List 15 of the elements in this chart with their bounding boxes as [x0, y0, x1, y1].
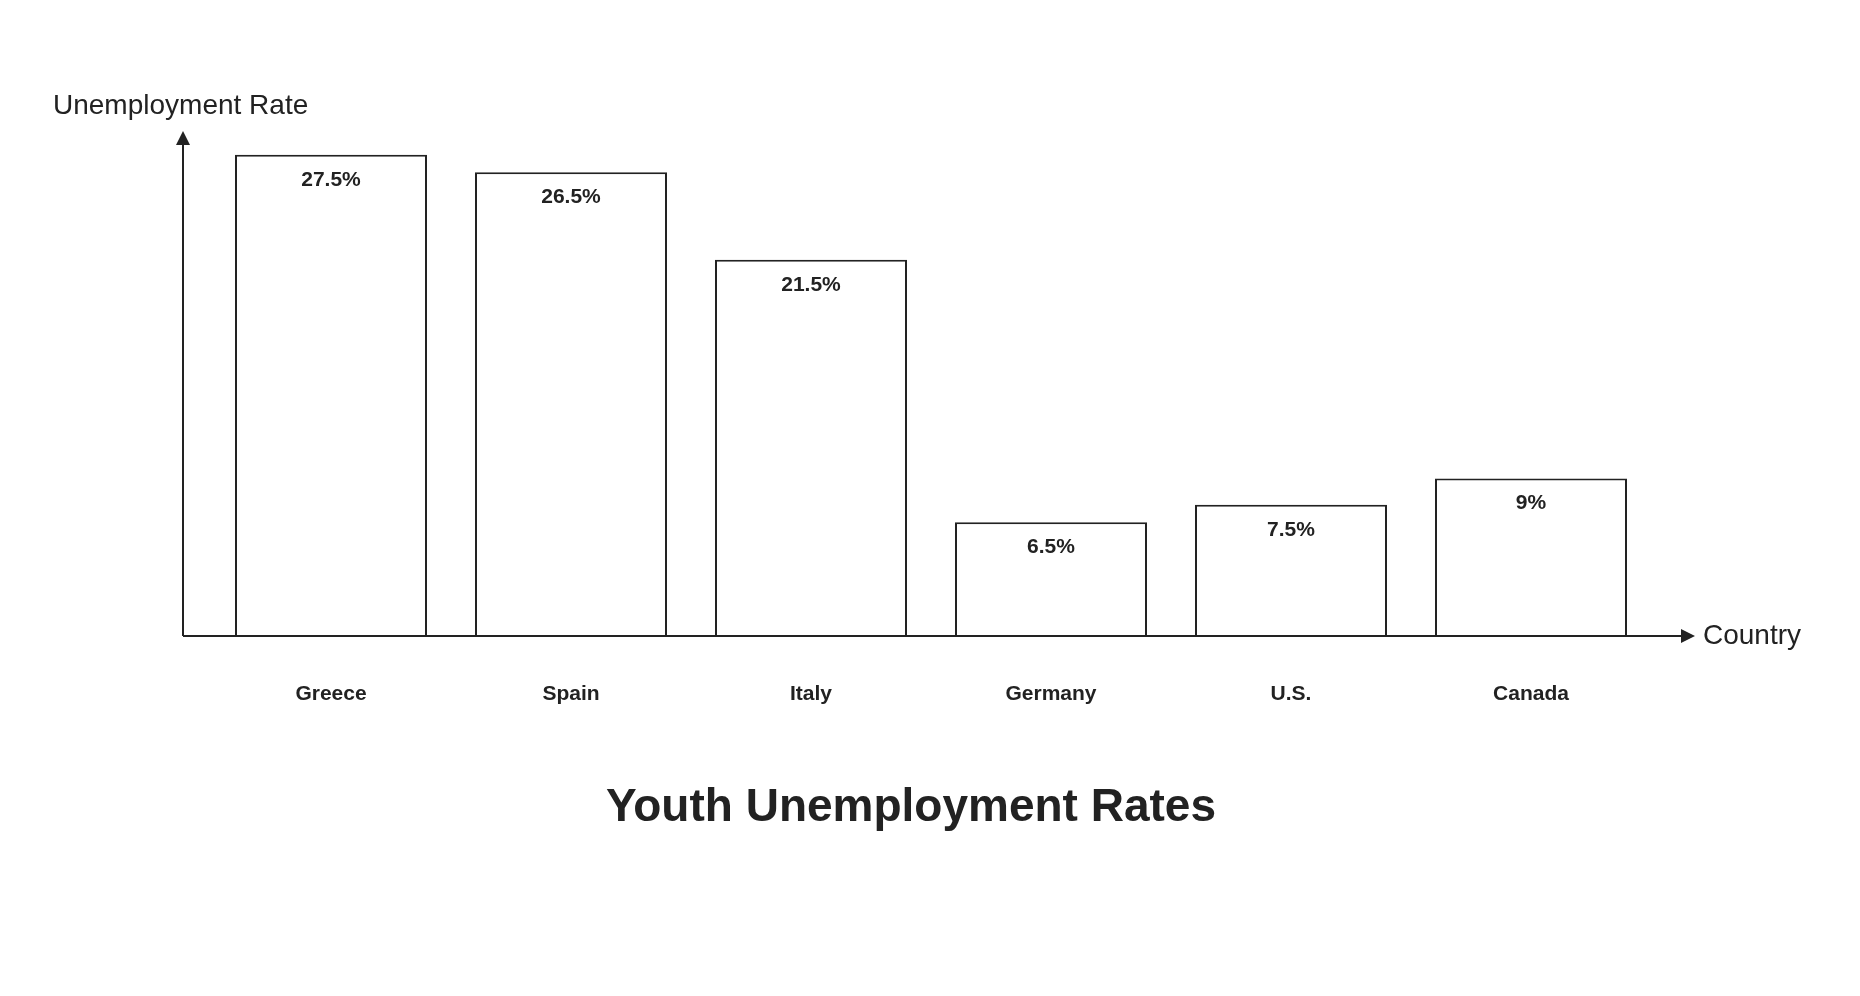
- x-tick-label: Greece: [295, 680, 367, 704]
- data-label: 26.5%: [541, 184, 602, 208]
- x-axis-title: Country: [1703, 618, 1802, 650]
- data-label: 6.5%: [1027, 534, 1076, 558]
- data-label: 21.5%: [781, 271, 842, 295]
- x-tick-label: Spain: [542, 680, 600, 704]
- data-label: 27.5%: [301, 166, 362, 190]
- data-label: 9%: [1515, 490, 1547, 514]
- data-label: 7.5%: [1267, 516, 1316, 540]
- x-tick-label: Canada: [1493, 680, 1570, 704]
- x-tick-label: U.S.: [1270, 680, 1312, 704]
- y-axis-title: Unemployment Rate: [53, 89, 309, 121]
- text: Youth Unemployment Rates: [606, 778, 1216, 831]
- x-tick-label: Italy: [789, 680, 833, 704]
- x-tick-label: Germany: [1005, 680, 1097, 704]
